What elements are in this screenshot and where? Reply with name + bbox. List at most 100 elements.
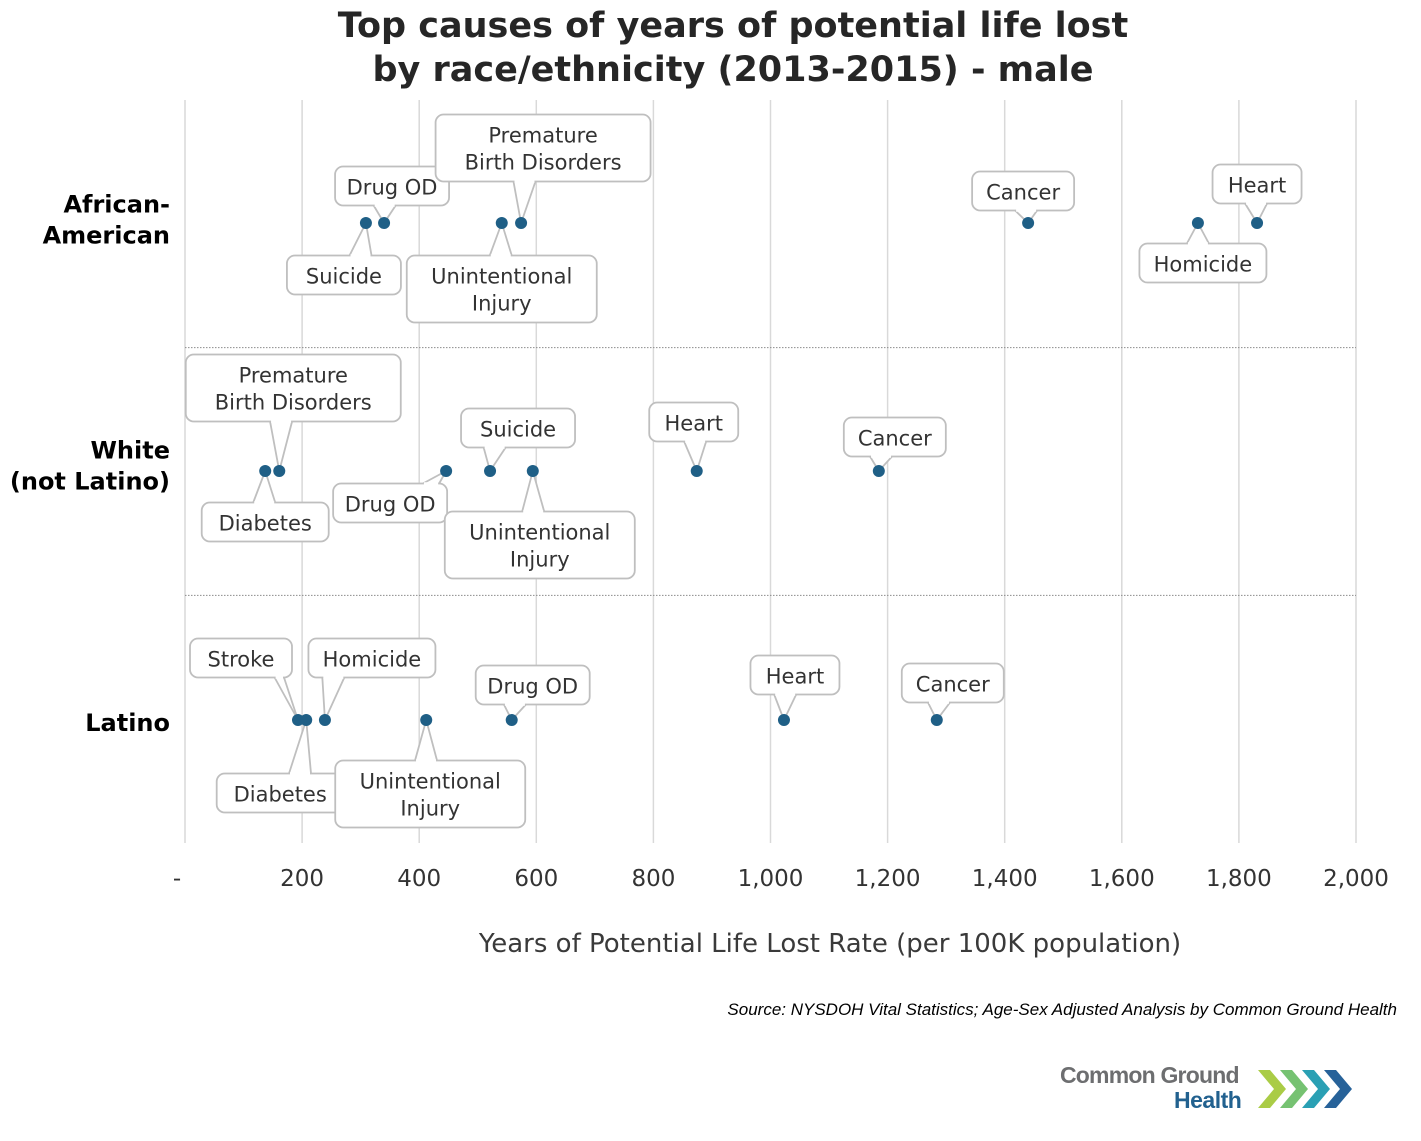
chart-title: Top causes of years of potential life lo…	[0, 4, 1421, 92]
x-tick-label: 800	[631, 866, 675, 892]
data-point	[1191, 217, 1204, 229]
callout-pointer	[512, 181, 537, 227]
callout-label: Drug OD	[345, 493, 436, 517]
callout-box	[460, 407, 576, 449]
data-point	[872, 465, 885, 477]
gridlines	[184, 100, 1357, 843]
callout-label: Premature	[488, 124, 597, 148]
data-point	[318, 714, 331, 726]
callout: Unintentional Injury	[443, 467, 636, 580]
callout-label: Unintentional	[360, 770, 501, 794]
callout-box	[434, 113, 652, 183]
data-point	[273, 465, 286, 477]
data-point	[1251, 217, 1264, 229]
callout: Unintentional Injury	[334, 716, 527, 829]
callout: Diabetes	[215, 719, 345, 814]
callout-label: Heart	[665, 412, 723, 436]
x-tick-label: 1,200	[855, 866, 921, 892]
callout-label: Suicide	[306, 265, 382, 289]
callout-label: Drug OD	[487, 675, 578, 699]
data-point	[515, 217, 528, 229]
callout-label: Stroke	[208, 648, 275, 672]
data-point	[359, 217, 372, 229]
callout: Heart	[648, 401, 740, 474]
callout-box	[900, 662, 1005, 704]
callout-label: Premature	[239, 364, 348, 388]
x-tick-label: 400	[397, 866, 441, 892]
data-point	[690, 465, 703, 477]
callout: Drug OD	[474, 664, 591, 722]
data-point	[300, 714, 313, 726]
x-tick-label: 2,000	[1323, 866, 1389, 892]
x-tick-label: 600	[514, 866, 558, 892]
callout: Cancer	[842, 416, 947, 473]
callout: Premature Birth Disorders	[434, 113, 652, 227]
y-category-label: (not Latino)	[10, 468, 170, 496]
callout-label: Birth Disorders	[465, 151, 622, 175]
callout-box	[842, 416, 947, 458]
common-ground-health-logo: Common Ground Health	[1060, 1062, 1370, 1118]
category-separators	[185, 347, 1356, 596]
chevrons-icon	[1258, 1070, 1352, 1108]
chart-title-line-1: Top causes of years of potential life lo…	[337, 6, 1129, 46]
callout: Homicide	[307, 637, 437, 721]
callout: Heart	[1211, 163, 1303, 225]
data-point	[378, 217, 391, 229]
callout-label: Drug OD	[347, 176, 438, 200]
callout-label: Diabetes	[234, 783, 327, 807]
y-category-label: White	[90, 437, 170, 465]
callout: Heart	[749, 654, 841, 723]
callout: Unintentional Injury	[405, 220, 598, 324]
x-tick-label: 200	[280, 866, 324, 892]
callout-label: Heart	[1228, 174, 1286, 198]
callout-label: Birth Disorders	[215, 391, 372, 415]
data-point	[505, 714, 518, 726]
chart-title-line-2: by race/ethnicity (2013-2015) - male	[372, 50, 1094, 90]
callout: Drug OD	[332, 468, 449, 524]
x-axis-label: Years of Potential Life Lost Rate (per 1…	[478, 929, 1181, 959]
callout-box	[332, 482, 449, 524]
callout-label: Heart	[766, 665, 824, 689]
callout-pointer	[288, 719, 312, 774]
callout-label: Homicide	[1154, 253, 1253, 277]
callout: Suicide	[460, 407, 576, 474]
callout-pointer	[321, 677, 346, 721]
x-tick-label: 1,800	[1206, 866, 1272, 892]
callout: Cancer	[971, 170, 1076, 225]
callout-pointer	[269, 421, 293, 472]
y-category-label: African-	[63, 191, 170, 219]
x-tick-label: 1,000	[738, 866, 804, 892]
callout-box	[474, 664, 591, 706]
x-tick-label: -	[173, 866, 181, 892]
callout-pointer	[521, 467, 546, 512]
logo-text-line-2: Health	[1174, 1087, 1242, 1113]
callout-label: Cancer	[858, 427, 932, 451]
data-point	[777, 714, 790, 726]
logo-text-line-1: Common Ground	[1060, 1062, 1240, 1088]
callout: Stroke	[189, 637, 299, 721]
callout-label: Cancer	[986, 181, 1060, 205]
callout: Drug OD	[334, 165, 450, 225]
data-points	[259, 217, 1264, 726]
data-point	[292, 714, 305, 726]
callout-label: Homicide	[323, 648, 422, 672]
callout-label: Unintentional	[469, 521, 610, 545]
data-point	[259, 465, 272, 477]
callout-label: Cancer	[916, 673, 990, 697]
data-point	[930, 714, 943, 726]
callout-box	[189, 637, 293, 679]
callout-label: Diabetes	[219, 512, 312, 536]
x-tick-label: 1,600	[1089, 866, 1155, 892]
callout-pointer	[273, 677, 299, 721]
y-category-label: American	[43, 222, 170, 250]
data-point	[495, 217, 508, 229]
y-axis-categories: African- American White (not Latino) Latino	[10, 191, 170, 738]
x-axis-ticks: - 200 400 600 800 1,000 1,200 1,400 1,600 1,800 2,…	[173, 866, 1389, 892]
x-tick-label: 1,400	[972, 866, 1038, 892]
data-point	[420, 714, 433, 726]
callout: Suicide	[286, 220, 402, 296]
data-callouts: Suicide Drug OD Unintentional Injury Prematu…	[184, 113, 1303, 829]
data-point	[440, 465, 453, 477]
data-point	[1022, 217, 1035, 229]
